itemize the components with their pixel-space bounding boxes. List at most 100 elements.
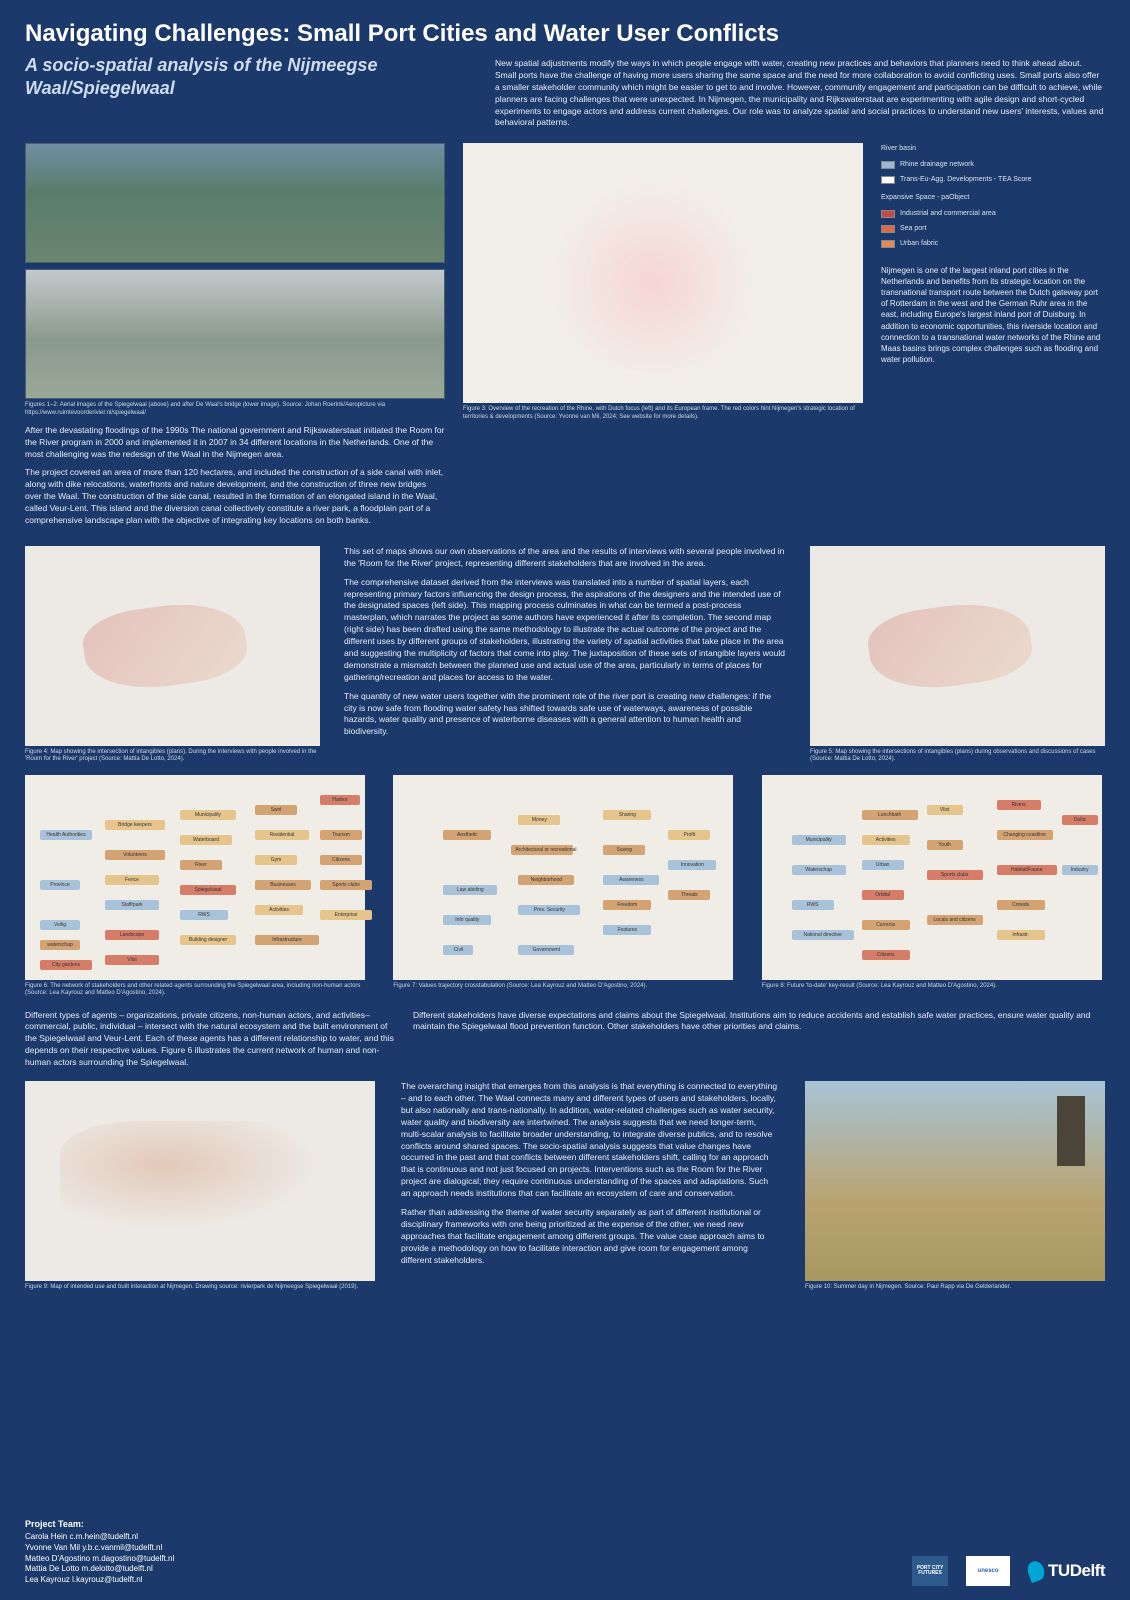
diagram-node: Crowds <box>997 900 1045 910</box>
legend-item: Industrial and commercial area <box>881 208 1105 220</box>
page-subtitle: A socio-spatial analysis of the Nijmeegs… <box>25 54 465 99</box>
diagram-node: Volunteers <box>105 850 165 860</box>
map-legend: River basin Rhine drainage networkTrans-… <box>881 143 1105 252</box>
diagram-node: Municipality <box>792 835 846 845</box>
diagram-node: Lunchbath <box>862 810 918 820</box>
page-title: Navigating Challenges: Small Port Cities… <box>25 20 1105 48</box>
diagram-node: Freedom <box>603 900 651 910</box>
team-member: Mattia De Lotto m.delotto@tudelft.nl <box>25 1564 174 1575</box>
diagram-node: Province <box>40 880 80 890</box>
diagram-node: Landscape <box>105 930 159 940</box>
diagram-node: Bridge keepers <box>105 820 165 830</box>
figure-9-intended-use-map <box>25 1081 375 1281</box>
diagram-node: Youth <box>927 840 963 850</box>
figure-10-caption: Figure 10: Summer day in Nijmegen. Sourc… <box>805 1284 1105 1291</box>
diagram-node: Money <box>518 815 560 825</box>
tudelft-logo: TUDelft <box>1028 1556 1105 1586</box>
row-4-lower-text: Different types of agents – organization… <box>25 1010 1105 1069</box>
figure-2-aerial-photo <box>25 269 445 399</box>
diagram-node: Municipality <box>180 810 236 820</box>
row-3-diagrams: Health Authorities Province Veilig watersch… <box>25 775 1105 997</box>
figure-4-intangibles-map <box>25 546 320 746</box>
diagram-node: Waterboard <box>180 835 232 845</box>
diagram-node: Currents <box>862 920 910 930</box>
diagram-node: Staff/park <box>105 900 159 910</box>
bottom-text-block: The overarching insight that emerges fro… <box>393 1081 787 1291</box>
diagram-node: waterschap <box>40 940 80 950</box>
para-block-1: After the devastating floodings of the 1… <box>25 425 445 534</box>
figure-3-caption: Figure 3: Overview of the recreation of … <box>463 406 863 420</box>
diagram-node: RWS <box>792 900 834 910</box>
row-5: Figure 9: Map of intended use and built … <box>25 1081 1105 1291</box>
diagram-node: Civil <box>443 945 473 955</box>
mid-para-1: This set of maps shows our own observati… <box>344 546 786 570</box>
diagram-node: Habitat/Fauna <box>997 865 1057 875</box>
lower-left-para: Different types of agents – organization… <box>25 1010 395 1069</box>
diagram-node: Citizens <box>320 855 362 865</box>
diagram-node: Veilig <box>40 920 80 930</box>
diagram-node: Threats <box>668 890 710 900</box>
diagram-node: Building designer <box>180 935 236 945</box>
team-member: Carola Hein c.m.hein@tudelft.nl <box>25 1532 174 1543</box>
mid-text-block: This set of maps shows our own observati… <box>338 546 792 763</box>
diagram-node: Sports clubs <box>927 870 983 880</box>
diagram-node: Spiegelwaal <box>180 885 236 895</box>
diagram-node: Infrastr. <box>997 930 1045 940</box>
diagram-node: Rivers <box>997 800 1041 810</box>
figure-7-caption: Figure 7: Values trajectory crosstabulat… <box>393 983 736 990</box>
diagram-node: Sharing <box>603 810 651 820</box>
logo-row: PORT CITY FUTURES unesco TUDelft <box>912 1556 1105 1586</box>
footer: Project Team: Carola Hein c.m.hein@tudel… <box>25 1518 1105 1586</box>
mid-para-3: The quantity of new water users together… <box>344 691 786 739</box>
diagram-node: Neighborhood <box>518 875 574 885</box>
mid-para-2: The comprehensive dataset derived from t… <box>344 577 786 684</box>
figure-9-caption: Figure 9: Map of intended use and built … <box>25 1284 375 1291</box>
team-title: Project Team: <box>25 1518 174 1530</box>
tudelft-text: TUDelft <box>1048 1561 1105 1581</box>
figure-8-future-diagram: MunicipalityWaterschapRWSNational direct… <box>762 775 1102 980</box>
figure-8-caption: Figure 8: Future 'to-date' key-result (S… <box>762 983 1105 990</box>
figure-1-aerial-photo <box>25 143 445 263</box>
figure-7-values-diagram: AestheticLaw abidingInfo qualityCivilMon… <box>393 775 733 980</box>
diagram-node: Sports clubs <box>320 880 372 890</box>
figure-6-stakeholder-network: Health Authorities Province Veilig watersch… <box>25 775 365 980</box>
diagram-node: Fence <box>105 875 159 885</box>
figure-5-intangibles-map <box>810 546 1105 746</box>
figure-10-summer-photo <box>805 1081 1105 1281</box>
diagram-node: Activities <box>255 905 303 915</box>
diagram-node: Pres. Security <box>518 905 580 915</box>
diagram-node: Urban <box>862 860 904 870</box>
diagram-node: Industry <box>1062 865 1098 875</box>
diagram-node: Residential <box>255 830 309 840</box>
legend-heading-2: Expansive Space - paObject <box>881 192 1105 204</box>
diagram-node: Architectural or recreational <box>511 845 573 855</box>
row-1: Figures 1–2: Aerial images of the Spiege… <box>25 143 1105 534</box>
team-member: Lea Kayrouz l.kayrouz@tudelft.nl <box>25 1575 174 1586</box>
project-team: Project Team: Carola Hein c.m.hein@tudel… <box>25 1518 174 1586</box>
diagram-node: Innovation <box>668 860 716 870</box>
diagram-node: Saving <box>603 845 645 855</box>
diagram-node: Features <box>603 925 651 935</box>
figure-3-netherlands-map <box>463 143 863 403</box>
diagram-node: Awareness <box>603 875 659 885</box>
diagram-node: Swirl <box>255 805 297 815</box>
bottom-para-1: The overarching insight that emerges fro… <box>401 1081 779 1200</box>
legend-item: Rhine drainage network <box>881 159 1105 171</box>
diagram-node: Health Authorities <box>40 830 92 840</box>
diagram-node: Aesthetic <box>443 830 491 840</box>
legend-item: Sea port <box>881 223 1105 235</box>
paragraph-1: After the devastating floodings of the 1… <box>25 425 445 461</box>
diagram-node: Delta <box>1062 815 1098 825</box>
port-city-futures-logo: PORT CITY FUTURES <box>912 1556 948 1586</box>
paragraph-2: The project covered an area of more than… <box>25 467 445 526</box>
diagram-node: Law abiding <box>443 885 497 895</box>
diagram-node: Harbor <box>320 795 360 805</box>
diagram-node: Government <box>518 945 574 955</box>
diagram-node: Locals and citizens <box>927 915 983 925</box>
diagram-node: Citizens <box>862 950 910 960</box>
diagram-node: Enterprise <box>320 910 372 920</box>
diagram-node: City gardens <box>40 960 92 970</box>
diagram-node: Tourism <box>320 830 362 840</box>
diagram-node: River <box>180 860 222 870</box>
diagram-node: Activities <box>862 835 910 845</box>
